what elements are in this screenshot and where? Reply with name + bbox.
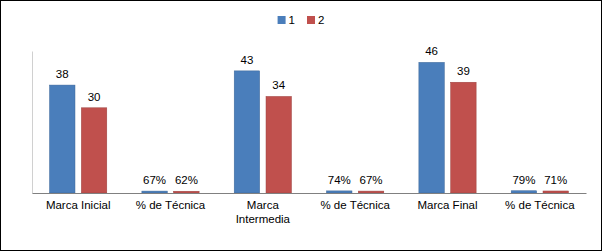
legend-swatch: [278, 16, 286, 24]
data-label: 67%: [143, 174, 166, 186]
bar: [81, 108, 106, 193]
x-tick-label: % de Técnica: [320, 199, 390, 211]
bars: [50, 62, 569, 193]
x-tick-label: MarcaIntermedia: [236, 199, 291, 225]
data-label: 34: [272, 79, 285, 91]
legend-item: 1: [278, 14, 295, 26]
bar: [266, 96, 291, 193]
bar: [50, 85, 75, 193]
legend-item: 2: [307, 14, 324, 26]
legend-label: 2: [318, 14, 324, 26]
series: [50, 62, 537, 193]
legend-swatch: [307, 16, 315, 24]
x-tick-label: Marca Final: [417, 199, 477, 211]
data-label: 74%: [328, 174, 351, 186]
x-tick-label: % de Técnica: [505, 199, 575, 211]
x-tick: % de Técnica: [505, 193, 575, 211]
x-tick: MarcaIntermedia: [236, 193, 291, 225]
y-axis-line: [32, 52, 33, 194]
data-label: 67%: [360, 174, 383, 186]
x-tick: % de Técnica: [320, 193, 390, 211]
data-label: 38: [56, 68, 69, 80]
frame: [1, 1, 602, 251]
data-label: 43: [241, 54, 254, 66]
x-tick: Marca Inicial: [46, 193, 111, 211]
x-axis: Marca Inicial % de Técnica MarcaIntermedia…: [33, 193, 587, 225]
x-tick: % de Técnica: [136, 193, 206, 211]
y-axis: [32, 52, 33, 194]
x-axis-line: [33, 193, 587, 194]
bar: [358, 191, 383, 193]
legend: 12: [278, 14, 325, 26]
bar: [511, 191, 536, 193]
bar: [451, 82, 476, 193]
data-label: 46: [425, 45, 438, 57]
data-labels: 38 67% 43 74% 46 79% 30 62% 34 67% 39 71%: [56, 45, 567, 186]
bar: [327, 191, 352, 193]
data-label: 79%: [512, 174, 535, 186]
data-label: 71%: [544, 174, 567, 186]
x-tick: Marca Final: [417, 193, 477, 211]
data-label: 62%: [175, 174, 198, 186]
chart: Marca Inicial % de Técnica MarcaIntermedia…: [0, 0, 602, 251]
bar: [419, 62, 444, 193]
bar: [543, 191, 568, 193]
data-label: 30: [88, 91, 101, 103]
bar: [234, 71, 259, 193]
legend-label: 1: [289, 14, 295, 26]
bar: [142, 191, 167, 193]
plot: Marca Inicial % de Técnica MarcaIntermedia…: [33, 45, 587, 224]
series: [81, 82, 568, 193]
x-tick-label: % de Técnica: [136, 199, 206, 211]
bar: [174, 191, 199, 193]
data-label: 39: [457, 65, 470, 77]
x-tick-label: Marca Inicial: [46, 199, 111, 211]
